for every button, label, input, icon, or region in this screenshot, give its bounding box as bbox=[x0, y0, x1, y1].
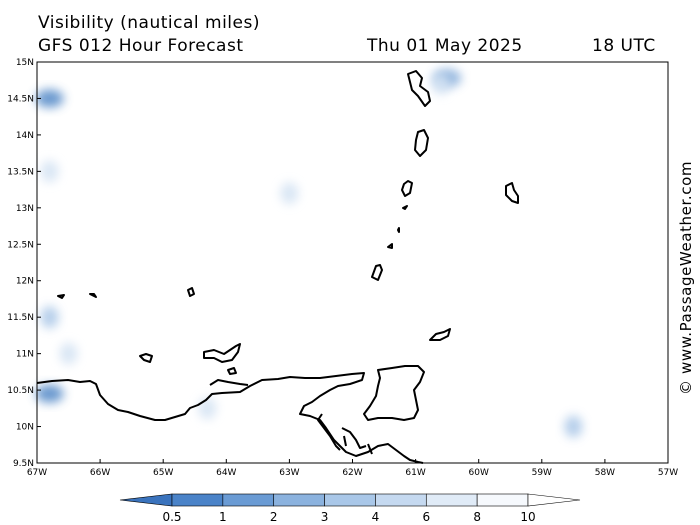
visibility-patches bbox=[35, 69, 583, 438]
coastline-gulf-paria bbox=[317, 413, 341, 451]
island-carriacou bbox=[387, 243, 393, 249]
colorbar-segment bbox=[476, 493, 529, 507]
visibility-patch bbox=[35, 89, 64, 108]
colorbar-segment bbox=[324, 493, 376, 507]
x-tick-label: 64W bbox=[216, 468, 236, 478]
y-tick-label: 9.5N bbox=[13, 459, 34, 469]
x-tick-label: 60W bbox=[469, 468, 489, 478]
y-tick-label: 12.5N bbox=[7, 240, 34, 250]
colorbar-label: 10 bbox=[520, 510, 535, 524]
visibility-patch bbox=[564, 415, 583, 438]
y-tick-label: 11N bbox=[16, 350, 34, 360]
visibility-patch bbox=[35, 384, 64, 403]
x-tick-label: 67W bbox=[27, 468, 47, 478]
island-st-lucia bbox=[414, 129, 429, 157]
visibility-patch bbox=[40, 306, 59, 329]
coastline-delta bbox=[341, 427, 373, 455]
colorbar-segment bbox=[171, 493, 224, 507]
island-st-vincent bbox=[401, 180, 413, 197]
visibility-patch bbox=[40, 160, 59, 183]
y-tick-label: 14.5N bbox=[7, 94, 34, 104]
colorbar-segment bbox=[527, 493, 581, 507]
y-tick-label: 13N bbox=[16, 204, 34, 214]
x-tick-label: 59W bbox=[532, 468, 552, 478]
island-margarita bbox=[203, 343, 241, 363]
island-union bbox=[397, 227, 400, 233]
colorbar-segment bbox=[222, 493, 275, 507]
colorbar-segment bbox=[273, 493, 325, 507]
coastline-venezuela bbox=[36, 372, 424, 464]
forecast-time: 18 UTC bbox=[592, 36, 656, 56]
y-tick-label: 15N bbox=[16, 58, 34, 68]
x-tick-label: 65W bbox=[153, 468, 173, 478]
forecast-date: Thu 01 May 2025 bbox=[367, 36, 523, 56]
chart-title: Visibility (nautical miles) bbox=[38, 13, 260, 33]
island-barbados bbox=[505, 182, 519, 204]
x-tick-label: 62W bbox=[342, 468, 362, 478]
visibility-patch bbox=[431, 72, 450, 95]
colorbar-label: 8 bbox=[473, 510, 481, 524]
island-tobago bbox=[429, 328, 451, 341]
y-tick-label: 14N bbox=[16, 131, 34, 141]
colorbar-segment bbox=[425, 493, 478, 507]
y-tick-label: 11.5N bbox=[7, 313, 34, 323]
island-blanquilla bbox=[187, 287, 195, 297]
colorbar-label: 6 bbox=[422, 510, 430, 524]
island-bequia bbox=[402, 205, 408, 210]
y-tick-label: 13.5N bbox=[7, 167, 34, 177]
colorbar-segment bbox=[375, 493, 427, 507]
island-martinique bbox=[407, 70, 431, 107]
x-tick-label: 57W bbox=[658, 468, 678, 478]
island-los-roques bbox=[57, 294, 65, 299]
map-frame bbox=[36, 61, 669, 464]
y-tick-label: 10.5N bbox=[7, 386, 34, 396]
island-grenada bbox=[371, 264, 383, 281]
forecast-label: GFS 012 Hour Forecast bbox=[38, 36, 244, 56]
colorbar-label: 0.5 bbox=[162, 510, 181, 524]
colorbar-label: 3 bbox=[321, 510, 329, 524]
visibility-patch bbox=[280, 182, 299, 205]
colorbar-label: 4 bbox=[372, 510, 380, 524]
colorbar-segment bbox=[119, 493, 173, 507]
island-trinidad bbox=[363, 365, 425, 421]
visibility-patch bbox=[59, 342, 78, 365]
colorbar-label: 1 bbox=[219, 510, 227, 524]
x-tick-label: 66W bbox=[90, 468, 110, 478]
x-tick-label: 61W bbox=[405, 468, 425, 478]
coastlines bbox=[36, 70, 519, 464]
y-axis-ticks: 15N 14.5N 14N 13.5N 13N 12.5N 12N 11.5N 11N 10.5N… bbox=[7, 58, 41, 469]
x-tick-label: 58W bbox=[595, 468, 615, 478]
island-tortuga bbox=[139, 353, 153, 363]
visibility-patch bbox=[198, 397, 217, 420]
y-tick-label: 10N bbox=[16, 423, 34, 433]
x-axis-ticks: 67W 66W 65W 64W 63W 62W 61W 60W 59W 58W 57W bbox=[27, 459, 678, 478]
island-orchila bbox=[89, 293, 97, 298]
colorbar: 0.5 1 2 3 4 6 8 10 bbox=[119, 493, 581, 524]
x-tick-label: 63W bbox=[279, 468, 299, 478]
coastline-araya bbox=[209, 379, 249, 386]
colorbar-label: 2 bbox=[270, 510, 278, 524]
y-tick-label: 12N bbox=[16, 277, 34, 287]
island-coche bbox=[227, 367, 237, 375]
